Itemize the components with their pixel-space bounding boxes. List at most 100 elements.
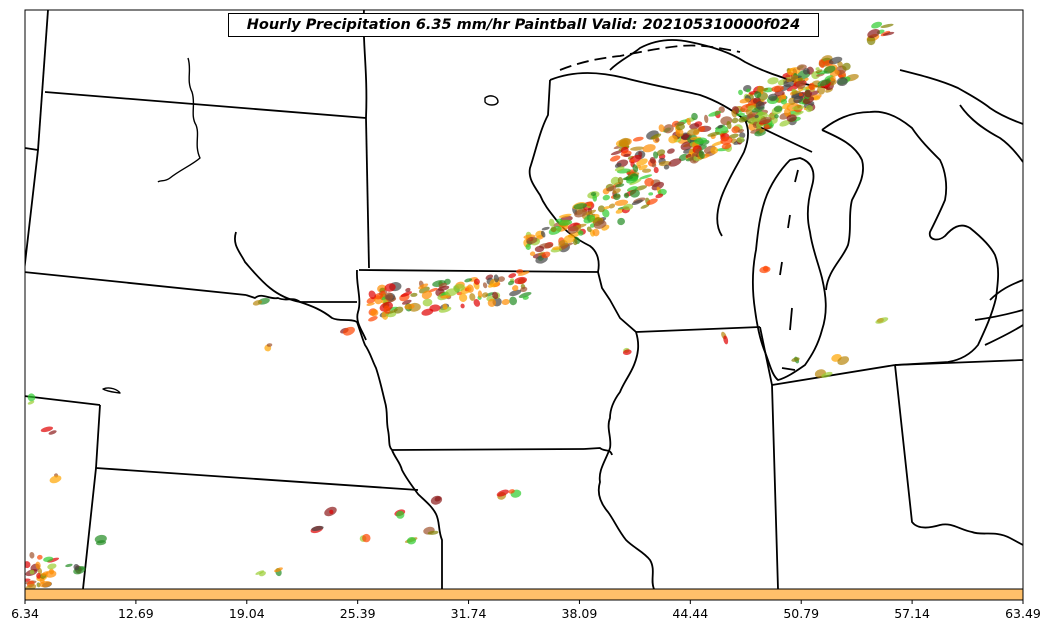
precip-blob	[585, 209, 597, 216]
precip-blob	[803, 77, 809, 82]
precip-blob	[875, 317, 889, 324]
precip-blob	[691, 112, 698, 121]
lake	[484, 95, 499, 106]
red-river	[157, 57, 201, 183]
precip-blob	[512, 285, 519, 292]
precip-blob	[418, 283, 429, 290]
precip-blob	[622, 176, 634, 181]
colorbar-tick-label: 38.09	[561, 606, 598, 621]
precip-blob	[602, 194, 610, 201]
precip-blob	[366, 302, 375, 306]
colorbar-tick-label: 50.79	[783, 606, 820, 621]
precip-blob	[738, 89, 743, 96]
precip-blob	[755, 101, 765, 110]
colorbar-tick-label: 31.74	[450, 606, 487, 621]
precip-blob	[35, 561, 41, 570]
precip-blob	[481, 292, 489, 298]
precip-blob	[610, 150, 623, 156]
precip-blob	[537, 251, 546, 256]
precip-blob	[252, 299, 263, 306]
precip-blob	[821, 371, 833, 378]
state-boundary	[635, 326, 761, 333]
precip-blob	[613, 193, 621, 201]
precip-blob	[754, 90, 762, 99]
precip-blob	[583, 214, 596, 224]
precip-blob	[698, 150, 705, 159]
precip-blob	[720, 136, 733, 145]
precip-blob	[630, 146, 644, 151]
precip-blob	[473, 278, 480, 285]
precip-blob	[614, 199, 629, 206]
lake-erie-shore	[974, 309, 1023, 321]
precip-blob	[558, 219, 573, 226]
precip-blob	[668, 135, 678, 144]
precip-blob	[802, 68, 810, 75]
precip-blob	[541, 251, 551, 259]
precip-blob	[622, 349, 632, 355]
precip-blob	[630, 159, 635, 163]
precip-blob	[767, 77, 779, 85]
state-boundary	[25, 271, 247, 296]
state-boundary	[759, 326, 779, 589]
precip-blob	[514, 276, 528, 285]
precip-blob	[374, 293, 384, 300]
precip-blob	[830, 76, 836, 81]
precip-blob	[759, 117, 772, 124]
precip-blob	[686, 118, 691, 126]
precip-blob	[406, 536, 417, 545]
state-boundary	[25, 395, 101, 406]
precip-blob	[343, 326, 355, 336]
precip-blob	[656, 149, 666, 157]
precip-blob	[73, 564, 80, 571]
precip-blob	[614, 166, 625, 172]
precip-blob	[517, 271, 530, 276]
precip-blob	[646, 198, 658, 205]
precip-blob	[573, 203, 587, 210]
precip-blob	[815, 69, 823, 74]
precip-blob	[477, 290, 483, 299]
colorbar-tick-label: 6.34	[11, 606, 39, 621]
precip-blob	[798, 92, 803, 97]
precip-blob	[638, 151, 643, 157]
precip-blob	[437, 285, 450, 291]
precip-blob	[837, 356, 850, 365]
precip-blob	[434, 496, 442, 502]
precip-blob	[786, 75, 799, 83]
precip-blob	[578, 230, 584, 236]
precip-blob	[614, 183, 625, 188]
colorbar-ticks	[24, 600, 1024, 604]
state-boundary	[771, 364, 896, 386]
precip-blob	[518, 291, 532, 299]
state-boundary	[583, 447, 613, 456]
precip-blob	[255, 570, 265, 575]
precip-blob	[541, 226, 550, 231]
precip-blob	[685, 153, 692, 158]
precip-blob	[711, 141, 724, 147]
precip-blob	[393, 306, 404, 314]
precip-blob	[754, 114, 759, 119]
state-boundary	[245, 294, 357, 303]
precip-blob	[615, 208, 624, 214]
precip-blob	[736, 136, 745, 143]
precip-blob	[707, 131, 720, 137]
precip-blob	[781, 103, 791, 109]
precip-blob	[717, 124, 723, 129]
precip-blob	[818, 59, 825, 69]
precip-blob	[786, 114, 797, 122]
precip-blob	[804, 89, 812, 98]
precip-blob	[817, 79, 831, 87]
precip-blob	[586, 226, 592, 233]
precip-blob	[487, 298, 497, 307]
state-boundary	[597, 271, 637, 333]
precip-blob	[384, 283, 396, 292]
state-boundary	[549, 72, 746, 121]
precip-blob	[525, 243, 531, 250]
precip-blob	[466, 284, 474, 293]
precip-blob	[27, 393, 36, 402]
precip-blob	[632, 164, 639, 173]
state-boundary	[894, 364, 1023, 546]
precip-blob	[39, 581, 52, 588]
precip-blob	[574, 209, 588, 218]
precip-blob	[266, 343, 273, 347]
precip-blob	[779, 120, 791, 127]
